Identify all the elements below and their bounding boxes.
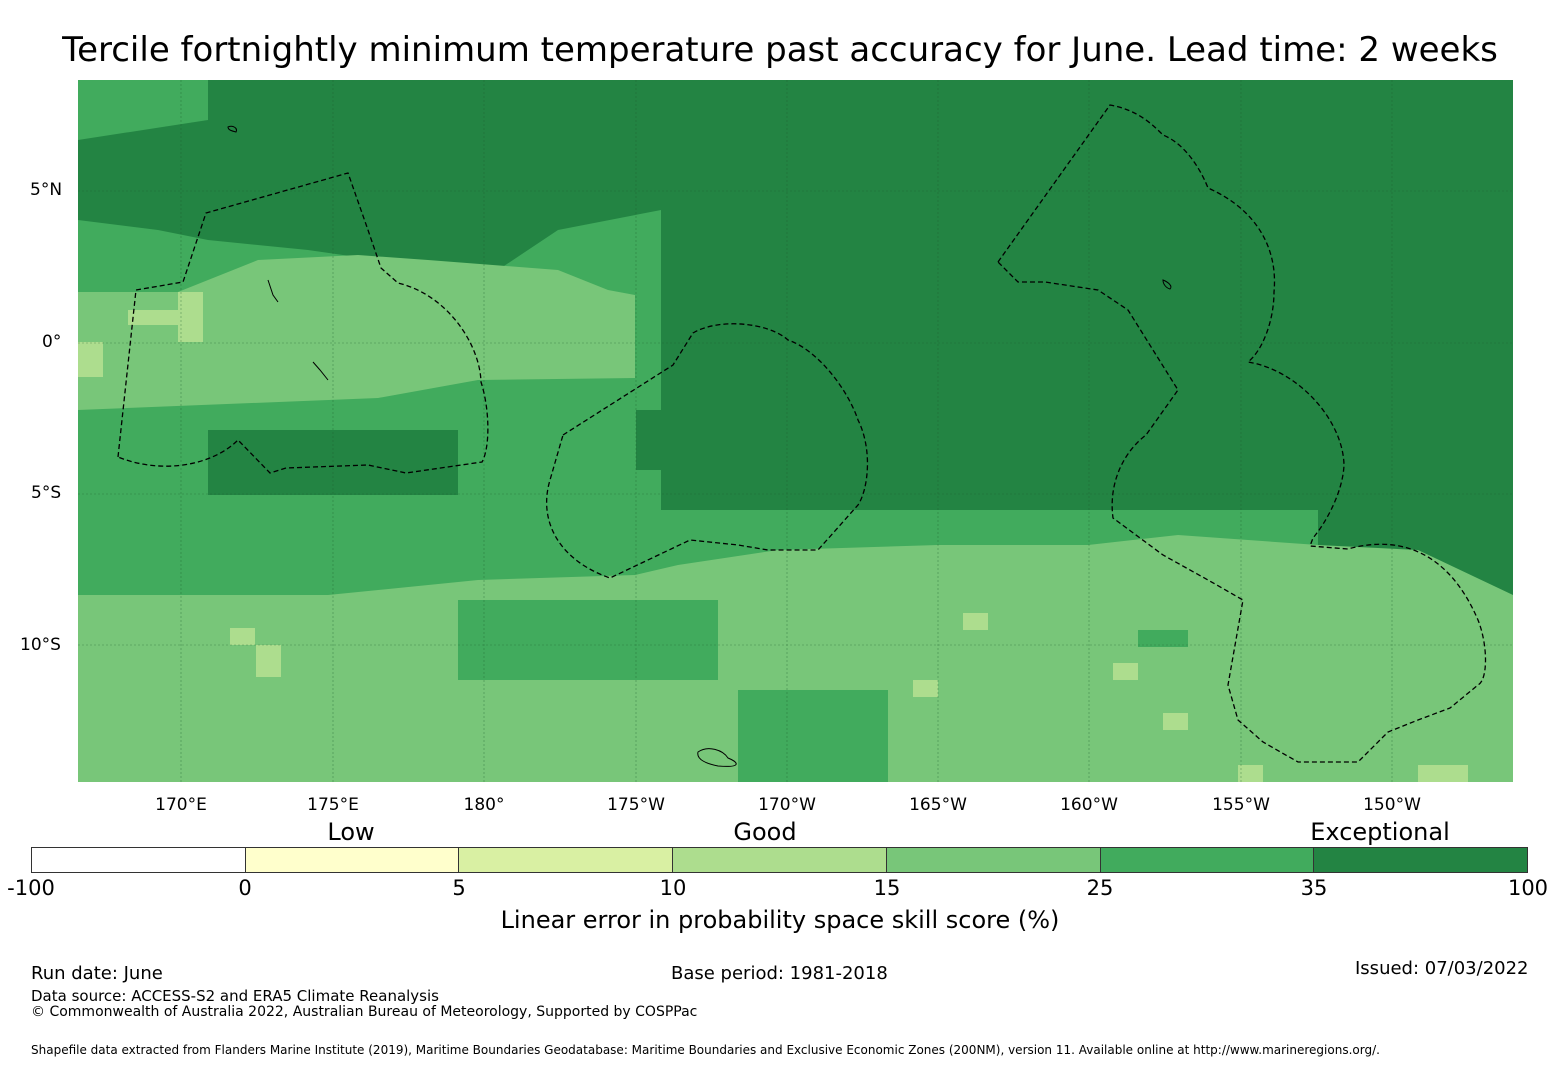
- base-period: Base period: 1981-2018: [671, 963, 888, 984]
- island-chain-b: [312, 361, 329, 381]
- colorbar-segment: [245, 848, 460, 872]
- colorbar-tick: 15: [873, 876, 901, 900]
- colorbar-segment: [673, 848, 887, 872]
- skill-map: [78, 80, 1513, 782]
- lon-label-165w: 165°W: [909, 795, 967, 815]
- patch-d: [256, 645, 281, 677]
- lat-label-equator: 0°: [42, 332, 62, 352]
- colorbar-tick: 25: [1086, 876, 1114, 900]
- patch-f: [963, 613, 988, 630]
- category-exceptional: Exceptional: [1310, 818, 1450, 846]
- lon-label-175e: 175°E: [307, 795, 359, 815]
- region-good-small: [1138, 630, 1188, 647]
- patch-i: [1238, 765, 1263, 782]
- category-good: Good: [733, 818, 797, 846]
- region-exceptional-northwest: [78, 80, 661, 270]
- patch-g: [1113, 663, 1138, 680]
- colorbar-segment: [32, 848, 246, 872]
- colorbar-tick: 0: [238, 876, 252, 900]
- colorbar-tick: 10: [659, 876, 687, 900]
- patch-c: [78, 342, 103, 377]
- patch-e: [230, 628, 255, 645]
- eez-cook-islands: [997, 104, 1487, 763]
- patch-h: [1163, 713, 1188, 730]
- region-exceptional-central: [636, 410, 786, 470]
- island-chain-a: [267, 279, 279, 303]
- colorbar-tick: 5: [452, 876, 466, 900]
- colorbar-segment: [1100, 848, 1315, 872]
- region-exceptional-east: [661, 80, 1513, 510]
- region-moderate-south: [78, 535, 1513, 782]
- lon-label-180: 180°: [463, 795, 505, 815]
- island-north: [227, 125, 237, 133]
- lon-label-160w: 160°W: [1060, 795, 1118, 815]
- region-exceptional-central2: [738, 340, 863, 390]
- shapefile-credit: Shapefile data extracted from Flanders M…: [31, 1043, 1380, 1057]
- copyright: © Commonwealth of Australia 2022, Austra…: [31, 1004, 698, 1020]
- island-kiritimati: [1162, 279, 1172, 290]
- colorbar-tick: 35: [1300, 876, 1328, 900]
- lat-label-10s: 10°S: [20, 635, 61, 655]
- eez-tuvalu-west: [117, 172, 489, 474]
- lon-label-175w: 175°W: [607, 795, 665, 815]
- eez-boundaries: [117, 104, 1487, 763]
- colorbar: [31, 847, 1528, 873]
- colorbar-segment: [886, 848, 1101, 872]
- issued-date: Issued: 07/03/2022: [1355, 958, 1529, 979]
- islands: [227, 125, 1172, 767]
- patch-k: [913, 680, 938, 697]
- island-samoa: [697, 748, 737, 767]
- colorbar-segment: [1314, 848, 1528, 872]
- map-title: Tercile fortnightly minimum temperature …: [62, 30, 1498, 70]
- colorbar-segment: [459, 848, 674, 872]
- colorbar-title: Linear error in probability space skill …: [500, 906, 1060, 934]
- patch-a: [128, 310, 178, 325]
- patch-b: [178, 292, 203, 342]
- run-date: Run date: June: [31, 963, 163, 984]
- lat-label-5n: 5°N: [30, 180, 63, 200]
- region-moderate-equator: [78, 255, 635, 410]
- colorbar-tick: 100: [1507, 876, 1549, 900]
- skill-map-svg: [78, 80, 1513, 782]
- lon-label-155w: 155°W: [1212, 795, 1270, 815]
- colorbar-tick: -100: [7, 876, 55, 900]
- region-good-south-patch: [458, 600, 718, 680]
- category-low: Low: [327, 818, 375, 846]
- lon-label-150w: 150°W: [1363, 795, 1421, 815]
- patch-j: [1418, 765, 1468, 782]
- data-source: Data source: ACCESS-S2 and ERA5 Climate …: [31, 987, 439, 1005]
- lat-label-5s: 5°S: [31, 483, 62, 503]
- lon-label-170w: 170°W: [758, 795, 816, 815]
- lon-label-170e: 170°E: [155, 795, 207, 815]
- eez-tokelau: [546, 323, 869, 579]
- region-good-south-patch2: [738, 690, 888, 782]
